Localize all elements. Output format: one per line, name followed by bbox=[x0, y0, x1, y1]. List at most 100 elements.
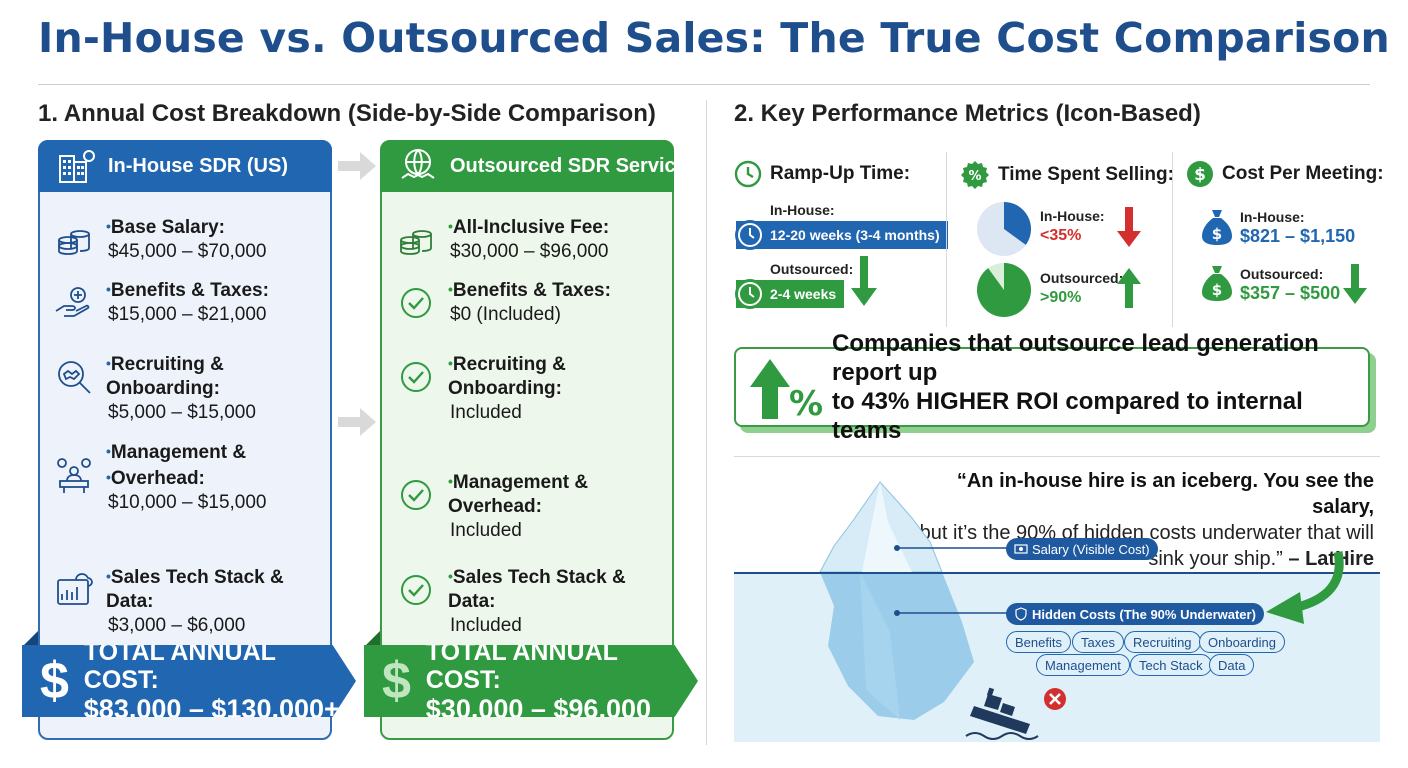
clock-icon bbox=[735, 220, 765, 250]
cash-icon bbox=[1014, 544, 1028, 554]
roi-line2: to 43% HIGHER ROI compared to internal t… bbox=[832, 388, 1303, 444]
check-circle-icon bbox=[394, 473, 438, 517]
hidden-item-tag: Benefits bbox=[1006, 631, 1071, 653]
hidden-item-tag: Taxes bbox=[1072, 631, 1124, 653]
cpm-outsourced-label: Outsourced: bbox=[1240, 266, 1324, 282]
pie-slice-inhouse bbox=[1004, 202, 1031, 245]
item-label: Recruiting & Onboarding: bbox=[448, 351, 664, 401]
arrow-down-icon bbox=[1343, 264, 1367, 304]
metric-title: Time Spent Selling: bbox=[998, 164, 1174, 185]
hidden-item-tag: Management bbox=[1036, 654, 1130, 676]
hidden-cost-label: Hidden Costs (The 90% Underwater) bbox=[1032, 606, 1256, 622]
percent-glyph: % bbox=[789, 384, 823, 419]
outsourced-item-management: Management & Overhead:Included bbox=[394, 469, 664, 543]
item-label: Benefits & Taxes: bbox=[448, 277, 611, 303]
hidden-item-tag: Recruiting bbox=[1124, 631, 1201, 653]
shield-icon bbox=[1015, 607, 1027, 621]
hidden-item-tag: Tech Stack bbox=[1130, 654, 1212, 676]
item-value: $15,000 – $21,000 bbox=[108, 304, 267, 325]
ramp-outsourced-label: Outsourced: bbox=[770, 261, 854, 277]
coins-icon bbox=[52, 218, 96, 262]
roi-line1: Companies that outsource lead generation… bbox=[832, 330, 1319, 386]
outsourced-total-banner: $ TOTAL ANNUAL COST: $30,000 – $96,000 bbox=[364, 645, 698, 717]
item-value: $10,000 – $15,000 bbox=[108, 492, 267, 513]
pie-slice-outsourced bbox=[977, 263, 1032, 317]
item-label: Management & bbox=[106, 439, 267, 465]
sinking-ship-icon bbox=[965, 687, 1066, 740]
section1-title: 1. Annual Cost Breakdown (Side-by-Side C… bbox=[38, 100, 656, 127]
section-divider bbox=[734, 456, 1380, 457]
selling-inhouse-label: In-House: bbox=[1040, 208, 1105, 224]
metric-divider bbox=[1172, 152, 1173, 327]
ramp-inhouse-label: In-House: bbox=[770, 202, 835, 218]
metric-cost-per-meeting: $ Cost Per Meeting: bbox=[1186, 160, 1384, 188]
money-bag-icon: $ bbox=[1202, 210, 1232, 245]
cpm-inhouse-label: In-House: bbox=[1240, 209, 1305, 225]
waterline bbox=[734, 572, 1380, 574]
manager-gears-icon bbox=[52, 453, 96, 497]
hidden-item-tag: Data bbox=[1209, 654, 1255, 676]
ramp-outsourced-value: 2-4 weeks bbox=[770, 286, 837, 302]
pointer-line bbox=[894, 545, 1013, 551]
item-value: $0 (Included) bbox=[450, 304, 561, 325]
inhouse-card-title: In-House SDR (US) bbox=[108, 154, 288, 177]
clock-icon bbox=[735, 279, 765, 309]
office-building-icon bbox=[59, 150, 95, 183]
gray-arrow-icon bbox=[338, 152, 376, 180]
ramp-inhouse-pill: 12-20 weeks (3-4 months) bbox=[736, 221, 948, 249]
dashboard-cloud-icon bbox=[52, 568, 96, 612]
inhouse-total-banner: $ TOTAL ANNUAL COST: $83,000 – $130,000+ bbox=[22, 645, 356, 717]
inhouse-item-recruiting: Recruiting & Onboarding:$5,000 – $15,000 bbox=[52, 351, 322, 425]
outsourced-item-fee: All-Inclusive Fee:$30,000 – $96,000 bbox=[394, 214, 664, 264]
selling-inhouse-value: <35% bbox=[1040, 227, 1082, 244]
percent-badge-icon: % bbox=[961, 161, 989, 189]
item-label: Management & Overhead: bbox=[448, 469, 664, 519]
metric-ramp-up: Ramp-Up Time: bbox=[734, 160, 910, 188]
item-label: Base Salary: bbox=[106, 214, 267, 240]
selling-outsourced-label: Outsourced: bbox=[1040, 270, 1124, 286]
total-value: $83,000 – $130,000+ bbox=[83, 694, 340, 724]
magnifier-handshake-icon bbox=[52, 355, 96, 399]
growth-percent-icon: % bbox=[750, 359, 823, 419]
selling-outsourced-value: >90% bbox=[1040, 289, 1082, 306]
item-label: Sales Tech Stack & Data: bbox=[106, 564, 322, 614]
column-divider bbox=[706, 100, 707, 745]
item-value: Included bbox=[450, 402, 522, 423]
globe-handshake-icon bbox=[401, 149, 435, 179]
gray-arrow-icon bbox=[338, 408, 376, 436]
pie-outsourced-chart bbox=[977, 263, 1032, 317]
metric-title: Ramp-Up Time: bbox=[770, 163, 911, 184]
inhouse-item-base-salary: Base Salary:$45,000 – $70,000 bbox=[52, 214, 322, 264]
roi-callout: % Companies that outsource lead generati… bbox=[734, 330, 1370, 444]
item-label: All-Inclusive Fee: bbox=[448, 214, 609, 240]
inhouse-item-management: Management & Overhead: $10,000 – $15,000 bbox=[52, 439, 322, 515]
inhouse-item-benefits: Benefits & Taxes:$15,000 – $21,000 bbox=[52, 277, 322, 327]
ribbon-fold bbox=[366, 631, 380, 645]
item-label-line2: Overhead: bbox=[106, 465, 267, 491]
inhouse-item-techstack: Sales Tech Stack & Data:$3,000 – $6,000 bbox=[52, 564, 322, 638]
dollar-icon: $ bbox=[382, 652, 411, 710]
metric-title: Cost Per Meeting: bbox=[1222, 163, 1384, 184]
item-value: $45,000 – $70,000 bbox=[108, 241, 267, 262]
arrow-up-green-icon bbox=[1117, 268, 1141, 308]
item-label-line2-text: Overhead: bbox=[110, 468, 205, 489]
svg-text:$: $ bbox=[1212, 281, 1222, 299]
total-value: $30,000 – $96,000 bbox=[425, 694, 651, 724]
cpm-inhouse-value: $821 – $1,150 bbox=[1240, 226, 1356, 246]
coins-icon bbox=[394, 218, 438, 262]
curved-arrow-icon bbox=[1266, 551, 1344, 624]
inhouse-card-header: In-House SDR (US) bbox=[38, 140, 332, 192]
metric-time-selling: % Time Spent Selling: bbox=[960, 160, 1174, 190]
cpm-outsourced-value: $357 – $500 bbox=[1240, 283, 1341, 303]
visible-cost-tag: Salary (Visible Cost) bbox=[1006, 538, 1158, 560]
item-value: Included bbox=[450, 520, 522, 541]
hand-plus-icon bbox=[52, 281, 96, 325]
quote-line1: “An in-house hire is an iceberg. You see… bbox=[956, 470, 1374, 518]
arrow-down-red-icon bbox=[1117, 207, 1141, 247]
check-circle-icon bbox=[394, 281, 438, 325]
item-label: Recruiting & Onboarding: bbox=[106, 351, 322, 401]
metric-divider bbox=[946, 152, 947, 327]
check-circle-icon bbox=[394, 355, 438, 399]
outsourced-item-techstack: Sales Tech Stack & Data:Included bbox=[394, 564, 664, 638]
outsourced-card-header: Outsourced SDR Service bbox=[380, 140, 687, 192]
